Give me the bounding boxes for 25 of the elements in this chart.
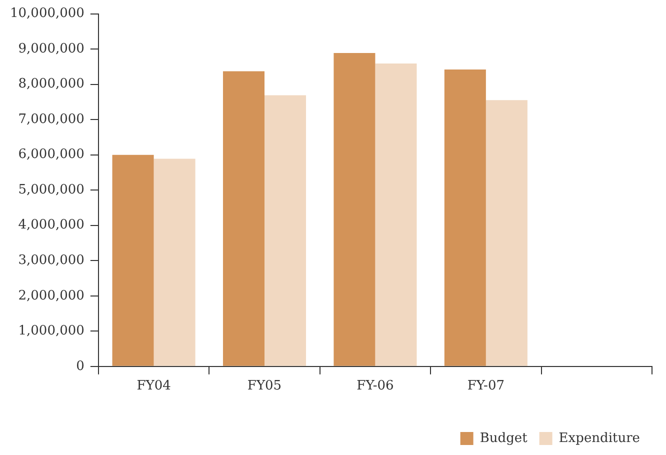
x-tick-label: FY05 bbox=[247, 378, 282, 394]
bar bbox=[264, 95, 306, 366]
bar bbox=[444, 70, 486, 366]
legend-label: Expenditure bbox=[558, 430, 640, 446]
x-tick-label: FY04 bbox=[136, 378, 171, 394]
y-tick-label: 9,000,000 bbox=[18, 41, 84, 56]
bar bbox=[112, 154, 154, 366]
y-tick-label: 4,000,000 bbox=[18, 218, 84, 233]
y-tick-label: 7,000,000 bbox=[18, 112, 84, 127]
bar bbox=[154, 158, 196, 366]
bar bbox=[334, 52, 376, 366]
bar bbox=[486, 100, 528, 366]
y-tick-label: 0 bbox=[76, 358, 84, 374]
y-tick-label: 6,000,000 bbox=[18, 147, 84, 162]
y-tick-label: 8,000,000 bbox=[18, 76, 84, 92]
legend-label: Budget bbox=[480, 430, 528, 446]
y-tick-label: 10,000,000 bbox=[10, 6, 84, 22]
bar bbox=[222, 71, 265, 366]
y-tick-label: 2,000,000 bbox=[18, 288, 84, 304]
y-tick-label: 5,000,000 bbox=[18, 182, 84, 198]
x-tick-label: FY-06 bbox=[356, 378, 394, 394]
y-tick-label: 3,000,000 bbox=[18, 252, 84, 268]
x-tick-label: FY-07 bbox=[467, 378, 504, 394]
bar bbox=[375, 64, 417, 366]
y-tick-label: 1,000,000 bbox=[18, 324, 84, 339]
